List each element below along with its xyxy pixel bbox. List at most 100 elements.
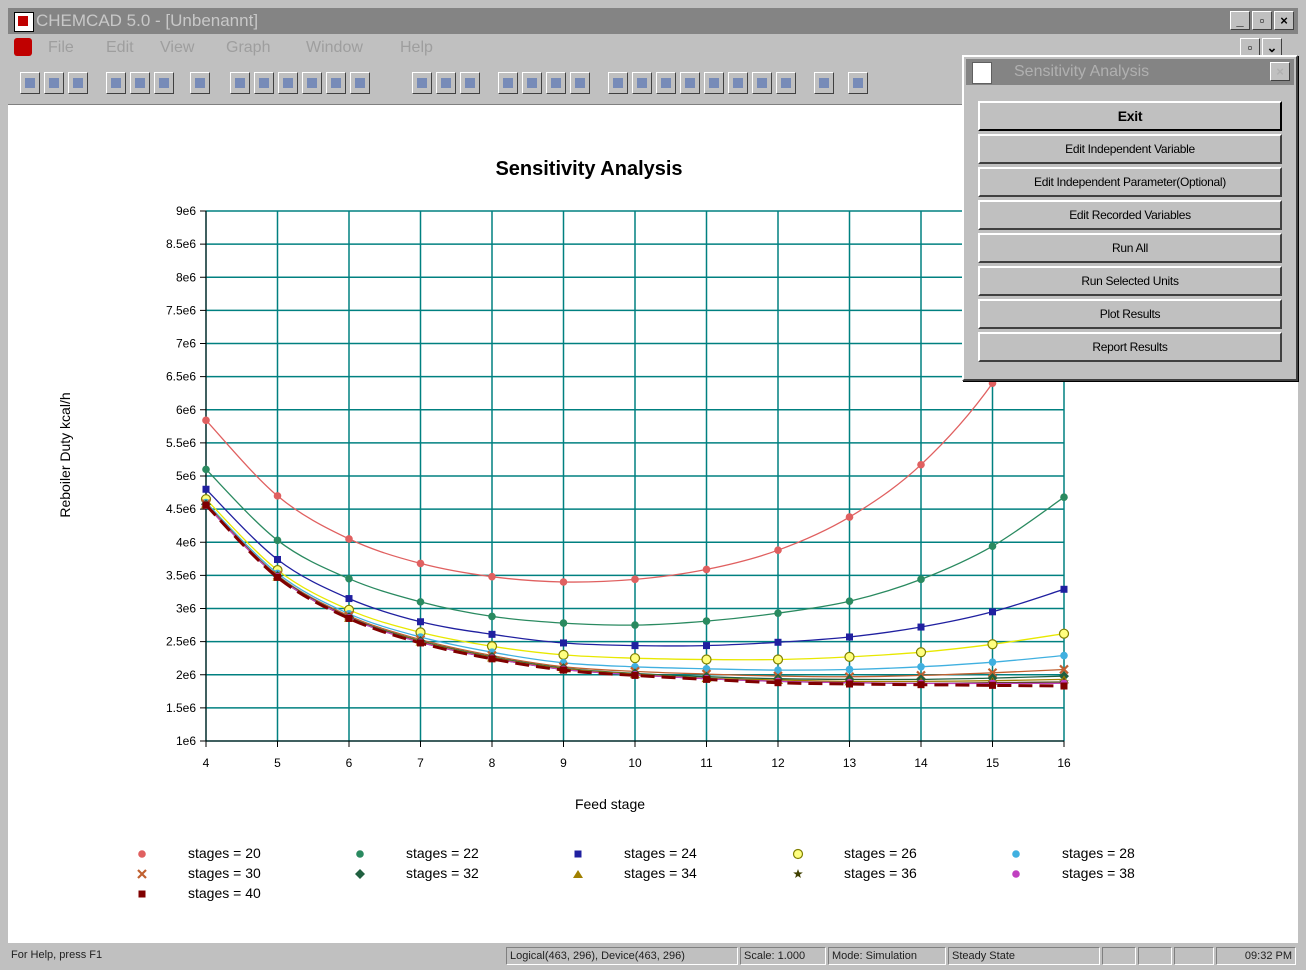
data-point bbox=[845, 665, 854, 674]
menu-window[interactable]: Window bbox=[306, 39, 363, 56]
legend-marker bbox=[138, 850, 146, 858]
data-point bbox=[273, 536, 282, 545]
data-point bbox=[417, 618, 424, 626]
restore-button[interactable]: ▫ bbox=[1252, 11, 1272, 30]
x-tick-label: 6 bbox=[346, 756, 353, 770]
x-tick-label: 7 bbox=[417, 756, 424, 770]
document-menu-icon[interactable] bbox=[14, 38, 32, 56]
data-point bbox=[345, 595, 353, 603]
zoom-fit-icon[interactable] bbox=[350, 72, 370, 94]
xy-icon[interactable] bbox=[498, 72, 518, 94]
dialog-close-button[interactable]: × bbox=[1270, 62, 1290, 81]
data-point bbox=[845, 597, 854, 606]
edit-recorded-variables-button[interactable]: Edit Recorded Variables bbox=[978, 200, 1282, 230]
legend-icon[interactable] bbox=[776, 72, 796, 94]
report-results-button[interactable]: Report Results bbox=[978, 332, 1282, 362]
data-point bbox=[274, 555, 281, 563]
marker-icon[interactable] bbox=[752, 72, 772, 94]
title-bar: CHEMCAD 5.0 - [Unbenannt] _ ▫ × bbox=[8, 8, 1298, 34]
menu-graph[interactable]: Graph bbox=[226, 39, 271, 56]
legend-marker bbox=[138, 890, 146, 898]
status-mode: Mode: Simulation bbox=[828, 947, 946, 965]
close-button[interactable]: × bbox=[1274, 11, 1294, 30]
chart-icon[interactable] bbox=[460, 72, 480, 94]
data-point bbox=[488, 612, 496, 621]
flip-icon[interactable] bbox=[680, 72, 700, 94]
print-icon[interactable] bbox=[190, 72, 210, 94]
menu-edit[interactable]: Edit bbox=[106, 39, 134, 56]
pointer-icon[interactable] bbox=[302, 72, 322, 94]
status-bar: For Help, press F1 Logical(463, 296), De… bbox=[8, 946, 1298, 966]
zoom-in-icon[interactable] bbox=[254, 72, 274, 94]
y-tick-label: 8e6 bbox=[176, 270, 196, 284]
data-point bbox=[917, 460, 925, 469]
y-tick-label: 2.5e6 bbox=[166, 635, 196, 649]
y-tick-label: 1e6 bbox=[176, 734, 196, 748]
minimize-button[interactable]: _ bbox=[1230, 11, 1250, 30]
data-point bbox=[559, 578, 568, 586]
zoom-out-icon[interactable] bbox=[278, 72, 298, 94]
new-icon[interactable] bbox=[20, 72, 40, 94]
x-tick-label: 4 bbox=[203, 756, 210, 770]
paint-icon[interactable] bbox=[632, 72, 652, 94]
window-title: CHEMCAD 5.0 - [Unbenannt] bbox=[36, 11, 259, 30]
r-icon[interactable] bbox=[608, 72, 628, 94]
copy-icon[interactable] bbox=[130, 72, 150, 94]
y-plus-icon[interactable] bbox=[522, 72, 542, 94]
x-tick-label: 13 bbox=[843, 756, 857, 770]
y-tick-label: 4e6 bbox=[176, 535, 196, 549]
y-tick-label: 4.5e6 bbox=[166, 502, 196, 516]
legend-label: stages = 36 bbox=[844, 865, 917, 881]
sensitivity-chart: Sensitivity Analysis 1e6 1.5e6 2e6 2.5e6 3e6 3… bbox=[57, 158, 1135, 901]
status-indicator-1 bbox=[1102, 947, 1136, 965]
edit-independent-parameter-button[interactable]: Edit Independent Parameter(Optional) bbox=[978, 167, 1282, 197]
save-icon[interactable] bbox=[68, 72, 88, 94]
data-point bbox=[560, 666, 567, 674]
status-time: 09:32 PM bbox=[1216, 947, 1296, 965]
edit-independent-variable-button[interactable]: Edit Independent Variable bbox=[978, 134, 1282, 164]
legend-marker bbox=[1012, 850, 1020, 858]
menu-help[interactable]: Help bbox=[400, 39, 433, 56]
arrow-icon[interactable] bbox=[570, 72, 590, 94]
rectangle-icon[interactable] bbox=[412, 72, 432, 94]
x-tick-label: 15 bbox=[986, 756, 1000, 770]
data-point bbox=[273, 492, 282, 500]
run-all-button[interactable]: Run All bbox=[978, 233, 1282, 263]
exit-button[interactable]: Exit bbox=[978, 101, 1282, 131]
zoom-percent-icon[interactable] bbox=[230, 72, 250, 94]
y-tick-label: 6e6 bbox=[176, 403, 196, 417]
data-point bbox=[1060, 493, 1068, 502]
open-icon[interactable] bbox=[44, 72, 64, 94]
y-tick-label: 1.5e6 bbox=[166, 701, 196, 715]
help-icon[interactable] bbox=[848, 72, 868, 94]
data-point bbox=[774, 679, 782, 687]
dialog-icon bbox=[972, 62, 992, 84]
frame-icon[interactable] bbox=[728, 72, 748, 94]
plot-results-button[interactable]: Plot Results bbox=[978, 299, 1282, 329]
y-tick-label: 7.5e6 bbox=[166, 303, 196, 317]
x-tick-label: 8 bbox=[489, 756, 496, 770]
paste-icon[interactable] bbox=[154, 72, 174, 94]
chemcad-app-icon[interactable] bbox=[14, 12, 34, 32]
text-icon[interactable] bbox=[704, 72, 724, 94]
x-tick-label: 10 bbox=[628, 756, 642, 770]
data-point bbox=[559, 619, 568, 627]
rotate-icon[interactable] bbox=[656, 72, 676, 94]
pointer-select-icon[interactable] bbox=[326, 72, 346, 94]
status-indicator-2 bbox=[1138, 947, 1172, 965]
data-point bbox=[774, 546, 782, 554]
h-plus-icon[interactable] bbox=[546, 72, 566, 94]
data-point bbox=[917, 623, 925, 631]
chart-title: Sensitivity Analysis bbox=[495, 158, 682, 180]
data-point bbox=[416, 598, 425, 606]
legend-marker bbox=[356, 850, 364, 858]
pilcrow-icon[interactable] bbox=[814, 72, 834, 94]
cut-icon[interactable] bbox=[106, 72, 126, 94]
data-point bbox=[987, 639, 998, 650]
menu-view[interactable]: View bbox=[160, 39, 195, 56]
grid-icon[interactable] bbox=[436, 72, 456, 94]
data-point bbox=[917, 681, 925, 689]
mdi-restore-button[interactable]: ▫ bbox=[1240, 38, 1260, 57]
menu-file[interactable]: File bbox=[48, 39, 74, 56]
run-selected-units-button[interactable]: Run Selected Units bbox=[978, 266, 1282, 296]
